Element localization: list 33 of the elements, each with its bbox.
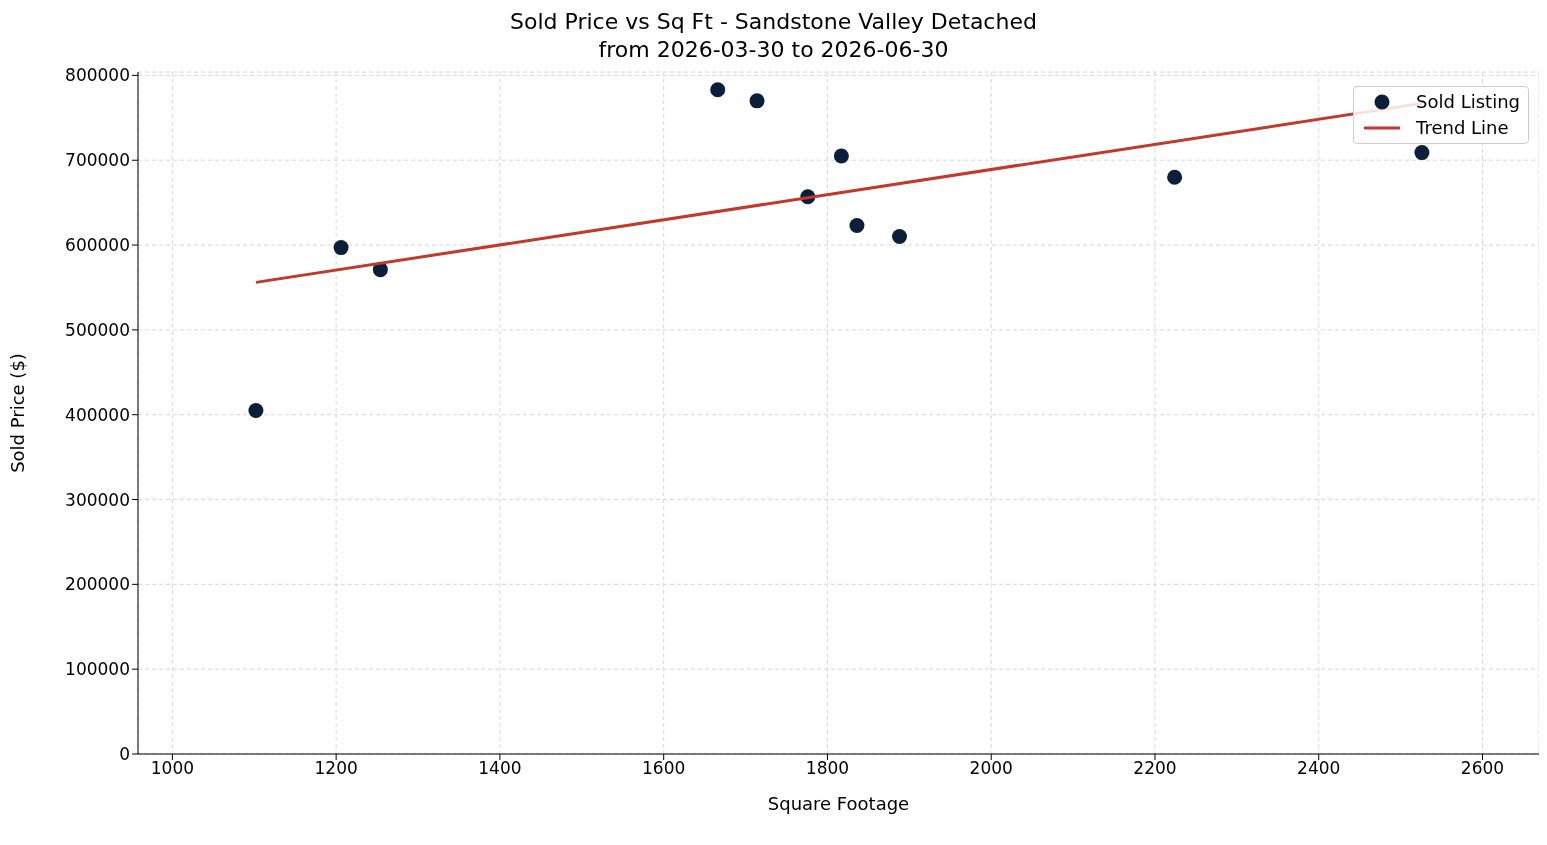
point [710, 82, 726, 98]
point [333, 240, 349, 256]
y-tick-label: 700000 [65, 150, 130, 171]
x-tick-label: 1400 [478, 758, 522, 779]
chart-title: Sold Price vs Sq Ft - Sandstone Valley Detached [509, 8, 1038, 36]
point [1167, 169, 1183, 185]
point [849, 218, 865, 234]
point [892, 229, 907, 245]
y-tick-label: 0 [119, 744, 130, 765]
x-tick-label: 2000 [969, 758, 1013, 779]
point [749, 93, 765, 109]
y-tick-label: 100000 [65, 659, 130, 680]
x-tick-label: 1800 [805, 758, 850, 779]
x-tick-label: 1600 [642, 758, 686, 779]
x-axis-title: Square Footage [767, 793, 910, 814]
y-tick-label: 400000 [65, 404, 130, 425]
y-tick-label: 800000 [65, 65, 130, 86]
x-tick-label: 1200 [314, 758, 358, 779]
y-tick-label: 500000 [65, 319, 130, 340]
x-tick-label: 2600 [1460, 758, 1505, 779]
legend-label: Sold Listing [1416, 90, 1520, 114]
x-tick-label: 1000 [150, 758, 195, 779]
legend-label: Trend Line [1416, 116, 1509, 140]
y-tick-label: 200000 [65, 574, 130, 595]
point [833, 148, 849, 164]
y-tick-label: 300000 [65, 489, 130, 510]
x-tick-label: 2200 [1133, 758, 1177, 779]
point [1414, 145, 1430, 161]
y-axis-title: Sold Price ($) [7, 353, 29, 473]
chart-subtitle: from 2026-03-30 to 2026-06-30 [597, 36, 950, 64]
y-tick-label: 600000 [65, 235, 130, 256]
x-tick-label: 2400 [1297, 758, 1341, 779]
point [248, 402, 264, 418]
